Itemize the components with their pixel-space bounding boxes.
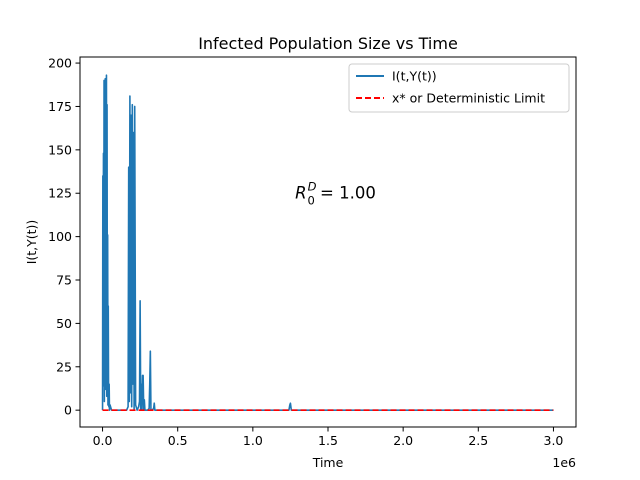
- legend: I(t,Y(t)) x* or Deterministic Limit: [348, 63, 570, 113]
- y-axis-label: I(t,Y(t)): [24, 220, 39, 265]
- x-axis: 0.0 0.5 1.0 1.5 2.0 2.5 3.0: [93, 427, 564, 448]
- y-axis: 0 25 50 75 100 125 150 175 200: [48, 56, 80, 418]
- y-tick-label-1: 25: [56, 359, 72, 374]
- x-tick-label-6: 3.0: [544, 433, 564, 448]
- x-axis-label: Time: [312, 455, 344, 470]
- r0-annotation-base: R: [295, 183, 306, 202]
- series-group: [101, 74, 554, 411]
- r0-annotation-subscript: 0: [307, 193, 314, 207]
- y-tick-label-6: 150: [48, 142, 72, 157]
- series-line-infected: [101, 74, 554, 411]
- y-tick-label-4: 100: [48, 229, 72, 244]
- r0-annotation: RD 0 = 1.00: [295, 179, 376, 207]
- legend-box: [348, 63, 570, 113]
- x-axis-offset-label: 1e6: [552, 455, 576, 470]
- legend-label-infected: I(t,Y(t)): [392, 69, 437, 84]
- y-tick-label-7: 175: [48, 99, 72, 114]
- y-tick-label-2: 50: [56, 316, 72, 331]
- y-tick-label-8: 200: [48, 56, 72, 71]
- y-tick-label-3: 75: [56, 273, 72, 288]
- r0-annotation-value: = 1.00: [315, 183, 376, 202]
- chart-title: Infected Population Size vs Time: [198, 34, 458, 53]
- r0-annotation-superscript: D: [308, 179, 317, 193]
- x-tick-label-2: 1.0: [243, 433, 263, 448]
- x-tick-label-3: 1.5: [318, 433, 338, 448]
- x-tick-label-0: 0.0: [93, 433, 113, 448]
- legend-label-deterministic-limit: x* or Deterministic Limit: [392, 91, 545, 106]
- y-tick-label-5: 125: [48, 186, 72, 201]
- x-tick-label-5: 2.5: [468, 433, 488, 448]
- x-tick-label-1: 0.5: [168, 433, 188, 448]
- y-tick-label-0: 0: [64, 403, 72, 418]
- x-tick-label-4: 2.0: [393, 433, 413, 448]
